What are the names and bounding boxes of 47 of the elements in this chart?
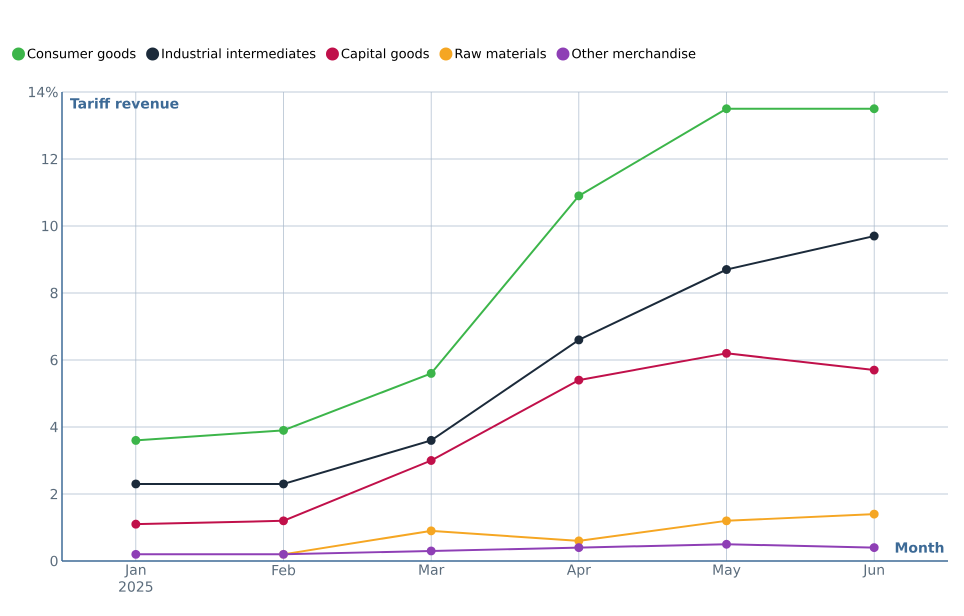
point	[426, 368, 436, 378]
point	[279, 426, 288, 435]
point	[722, 265, 731, 274]
point	[131, 436, 140, 445]
x-tick-label: Feb	[272, 564, 296, 576]
y-tick-label: 2	[50, 488, 58, 500]
y-tick-label: 8	[50, 288, 58, 298]
point	[131, 520, 140, 529]
point	[426, 526, 436, 536]
point	[574, 335, 584, 344]
y-tick-label: 12	[42, 154, 58, 164]
point	[722, 104, 731, 114]
point	[131, 479, 140, 488]
x-tick-label: Mar	[419, 564, 444, 575]
x-tick-label: Jun	[862, 564, 884, 578]
point	[426, 456, 436, 465]
point	[426, 436, 436, 445]
point	[574, 191, 584, 200]
point	[279, 516, 288, 526]
point	[426, 546, 436, 556]
y-tick-label: 14%	[29, 86, 58, 98]
legend-label: Industrial intermediates	[162, 48, 316, 58]
x-axis-title: Month	[896, 542, 944, 553]
y-tick-label: 4	[50, 422, 58, 432]
point	[279, 479, 288, 488]
point	[870, 510, 879, 519]
point	[574, 376, 584, 385]
x-tick-label: May	[713, 564, 741, 578]
legend-label: Capital goods	[342, 48, 429, 61]
point	[870, 543, 879, 552]
y-tick-label: 6	[50, 354, 58, 366]
legend-label: Raw materials	[456, 48, 546, 58]
y-tick-label: 10	[42, 220, 58, 232]
x-tick-label: Jan 2025	[119, 564, 152, 592]
x-tick-label: Apr	[566, 564, 591, 578]
point	[870, 232, 879, 241]
point	[131, 550, 140, 559]
point	[870, 366, 879, 375]
point	[722, 540, 731, 549]
y-tick-label: 0	[50, 556, 58, 566]
point	[574, 543, 584, 552]
y-axis-title: Tariff revenue	[70, 98, 178, 109]
point	[870, 104, 879, 114]
legend-label: Other merchandise	[572, 48, 696, 58]
point	[722, 516, 731, 526]
point	[722, 348, 731, 358]
legend-label: Consumer goods	[28, 48, 136, 61]
